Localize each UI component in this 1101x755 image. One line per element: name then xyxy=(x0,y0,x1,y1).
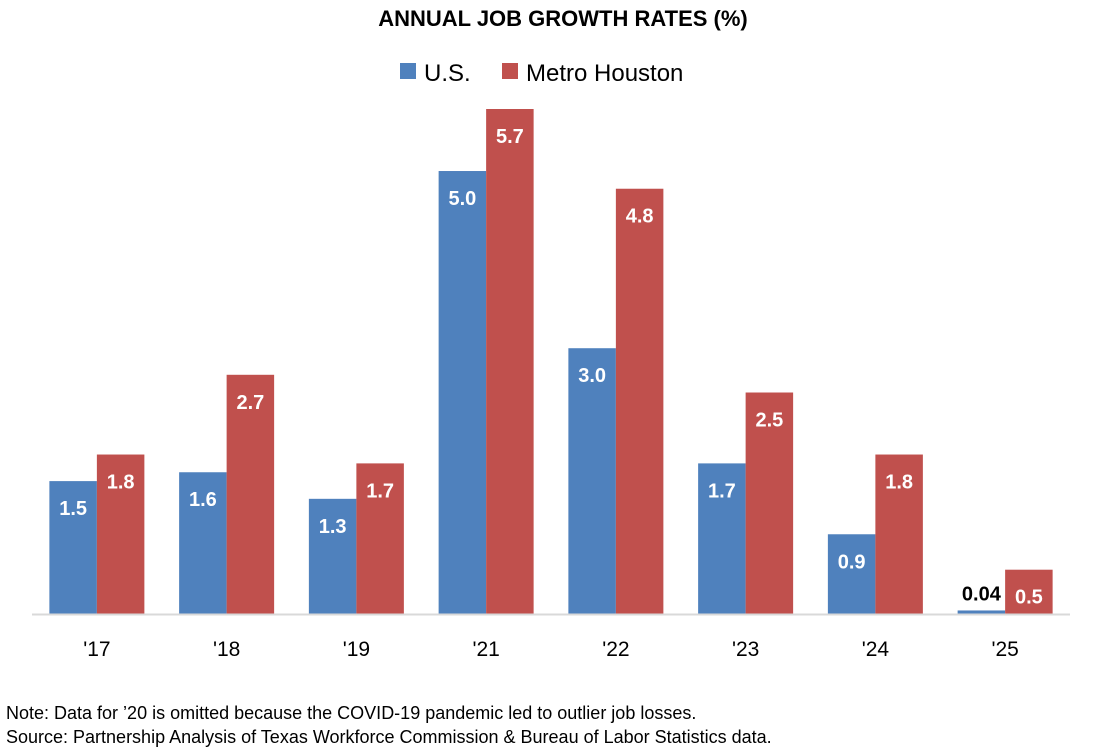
x-tick-label: '22 xyxy=(602,638,629,661)
legend: U.S. Metro Houston xyxy=(400,60,683,87)
x-tick-label: '24 xyxy=(862,638,890,661)
bar-houston-3 xyxy=(486,109,534,614)
data-label-houston-4: 4.8 xyxy=(626,206,654,228)
footnote: Note: Data for ’20 is omitted because th… xyxy=(6,703,697,723)
legend-label-houston: Metro Houston xyxy=(526,60,683,87)
bar-houston-1 xyxy=(226,374,275,614)
source-note: Source: Partnership Analysis of Texas Wo… xyxy=(6,727,772,747)
bars xyxy=(49,109,1053,614)
bar-houston-6 xyxy=(875,454,923,614)
legend-swatch-houston xyxy=(502,63,518,79)
bar-houston-7 xyxy=(1005,569,1053,614)
data-labels: 1.5 1.8 1.6 2.7 1.3 1.7 5.0 5.7 3.0 4.8 1.7 2.5 0.9 1… xyxy=(59,126,1043,609)
x-tick-label: '25 xyxy=(991,638,1018,661)
data-label-us-1: 1.6 xyxy=(189,489,217,511)
bar-us-0 xyxy=(49,481,97,614)
bar-us-1 xyxy=(179,472,227,614)
legend-label-us: U.S. xyxy=(424,60,471,87)
data-label-houston-5: 2.5 xyxy=(755,410,783,432)
data-label-houston-7: 0.5 xyxy=(1015,587,1043,609)
bar-us-2 xyxy=(308,498,357,614)
bar-houston-2 xyxy=(356,463,404,614)
data-label-houston-0: 1.8 xyxy=(107,472,135,494)
bar-us-3 xyxy=(438,171,487,614)
x-tick-label: '23 xyxy=(732,638,759,661)
x-tick-label: '19 xyxy=(343,638,370,661)
data-label-houston-1: 2.7 xyxy=(236,392,264,414)
chart-title: ANNUAL JOB GROWTH RATES (%) xyxy=(378,6,748,31)
bar-us-7 xyxy=(957,610,1006,614)
bar-us-6 xyxy=(827,534,876,614)
chart: ANNUAL JOB GROWTH RATES (%) U.S. Metro H… xyxy=(32,6,1070,661)
data-label-us-4: 3.0 xyxy=(578,365,606,387)
legend-swatch-us xyxy=(400,63,416,79)
data-label-us-2: 1.3 xyxy=(319,516,347,538)
data-label-houston-6: 1.8 xyxy=(885,472,913,494)
x-tick-label: '17 xyxy=(83,638,110,661)
bar-houston-0 xyxy=(96,454,145,614)
data-label-us-3: 5.0 xyxy=(448,188,476,210)
bar-houston-5 xyxy=(745,392,794,614)
x-tick-label: '18 xyxy=(213,638,240,661)
bar-us-4 xyxy=(568,348,616,614)
data-label-us-5: 1.7 xyxy=(708,480,736,502)
data-label-houston-3: 5.7 xyxy=(496,126,524,148)
x-tick-labels: '17 '18 '19 '21 '22 '23 '24 '25 xyxy=(83,638,1019,661)
bar-houston-4 xyxy=(615,188,664,614)
bar-us-5 xyxy=(698,463,746,614)
data-label-us-7: 0.04 xyxy=(962,583,1002,605)
data-label-us-0: 1.5 xyxy=(59,498,87,520)
data-label-houston-2: 1.7 xyxy=(366,480,394,502)
data-label-us-6: 0.9 xyxy=(838,551,866,573)
x-tick-label: '21 xyxy=(472,638,499,661)
